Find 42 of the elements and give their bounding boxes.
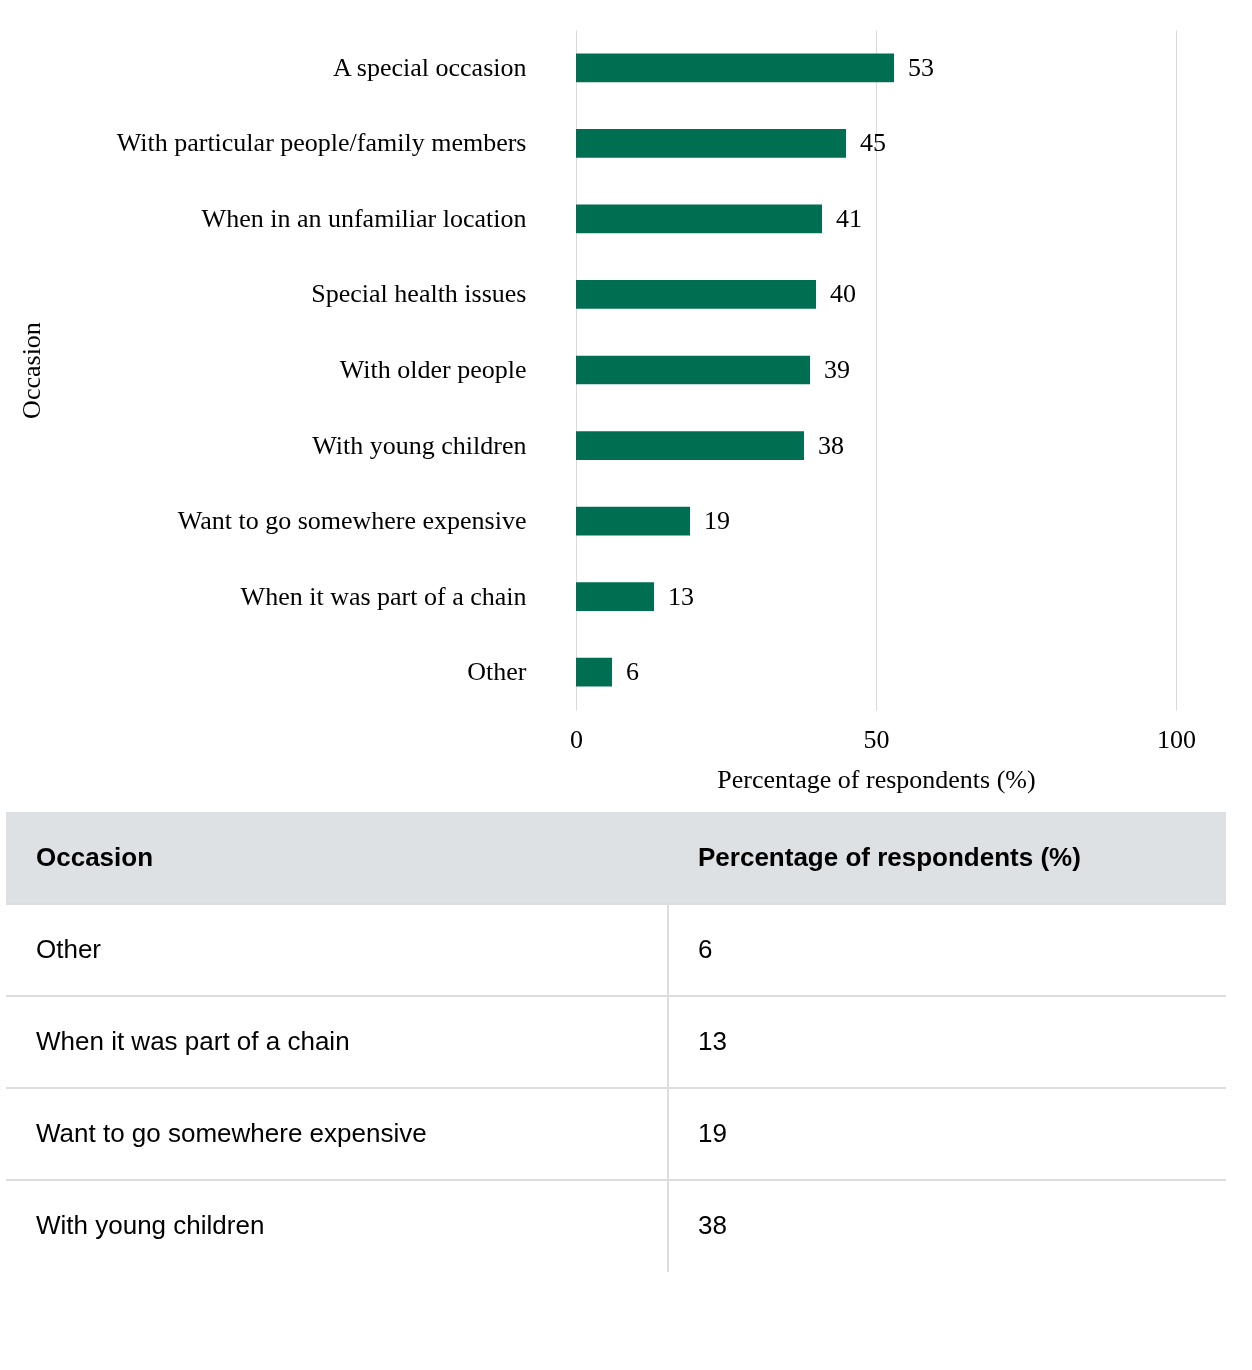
bar — [576, 280, 816, 309]
bar — [576, 355, 810, 385]
y-tick-label: When it was part of a chain — [240, 581, 527, 611]
data-label: 45 — [860, 128, 886, 158]
y-tick-label: Other — [467, 657, 527, 687]
data-label: 19 — [704, 506, 730, 536]
data-label: 6 — [626, 657, 639, 687]
data-label: 13 — [698, 1026, 727, 1056]
x-tick-label: 100 — [1157, 724, 1196, 754]
data-label: 13 — [668, 581, 694, 611]
data-label: 39 — [824, 355, 850, 384]
y-tick-label: With young children — [312, 430, 527, 460]
data-label: 40 — [830, 279, 856, 309]
data-label: 41 — [836, 203, 862, 233]
y-tick-label: With older people — [339, 355, 527, 384]
data-label: 38 — [698, 1210, 727, 1240]
bar — [576, 128, 846, 158]
category-label: Other — [36, 934, 102, 964]
y-tick-label: Want to go somewhere expensive — [177, 506, 527, 536]
y-tick-label: With particular people/family members — [116, 128, 527, 158]
y-tick-label: When in an unfamiliar location — [201, 203, 527, 233]
category-label: When it was part of a chain — [36, 1026, 350, 1056]
text: Occasion — [36, 842, 154, 872]
data-label: 53 — [908, 52, 934, 82]
data-label: 6 — [698, 934, 713, 964]
text: Percentage of respondents (%) — [698, 842, 1081, 872]
category-label: Want to go somewhere expensive — [36, 1118, 427, 1148]
y-tick-label: A special occasion — [333, 52, 527, 82]
bar — [576, 204, 822, 234]
data-label: 19 — [698, 1118, 727, 1148]
y-axis-title: Occasion — [16, 322, 46, 419]
bar — [576, 53, 894, 83]
bar — [576, 657, 612, 687]
bar — [576, 506, 690, 536]
data-label: 38 — [818, 430, 844, 460]
bar — [576, 431, 804, 460]
bar — [576, 582, 654, 612]
x-tick-label: 50 — [863, 724, 890, 754]
category-label: With young children — [36, 1210, 265, 1240]
x-axis-title: Percentage of respondents (%) — [717, 764, 1036, 794]
y-tick-label: Special health issues — [311, 279, 527, 309]
x-tick-label: 0 — [570, 724, 583, 754]
